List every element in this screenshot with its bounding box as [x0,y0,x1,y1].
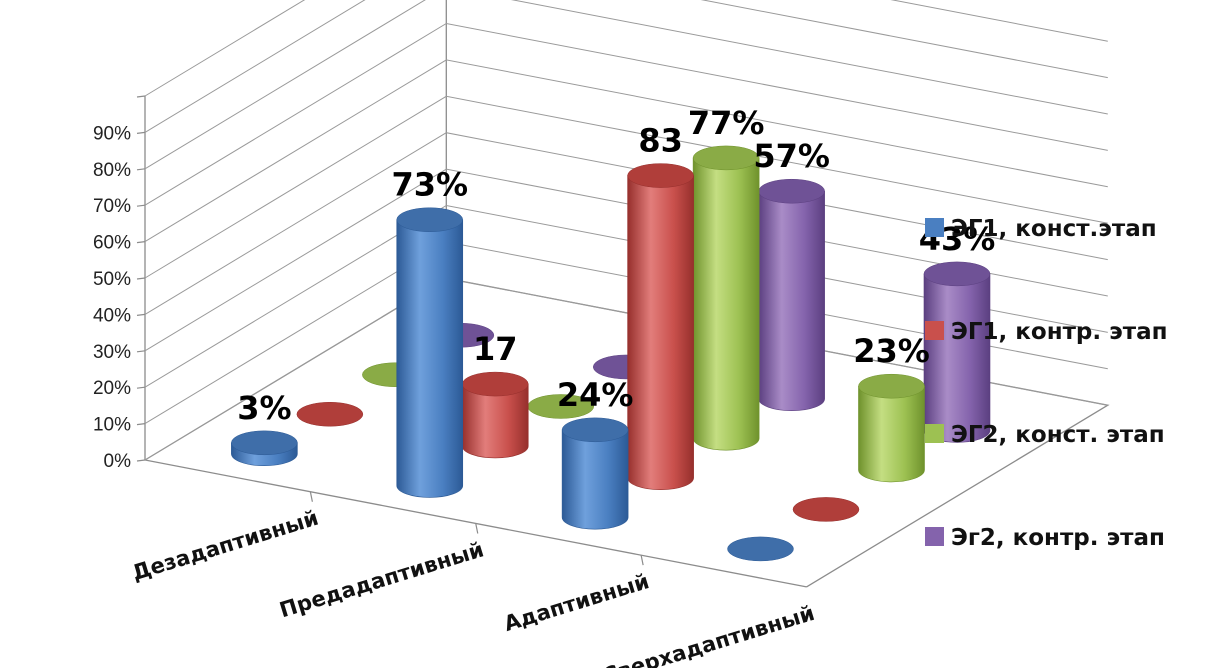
bar-3-3 [923,261,991,443]
category-label: Предадаптивный [277,537,487,622]
y-tick-label: 50% [93,269,131,290]
legend-label: Эг2, контр. этап [951,525,1165,551]
y-tick-mark [136,350,146,353]
y-tick-mark [136,313,146,316]
data-label: 17 [473,330,518,368]
bar-body [561,429,629,530]
y-tick-mark [136,277,146,280]
data-label: 73% [391,166,468,204]
gridline [144,22,1108,206]
y-tick-mark [136,241,146,244]
bar-top [561,417,629,443]
y-tick-label: 40% [93,305,131,326]
y-tick-mark [136,204,146,207]
bar-body [461,383,529,459]
bar-top [461,371,529,397]
bar-top [858,373,925,399]
bars [231,145,991,562]
y-tick-label: 60% [93,233,131,254]
y-tick-label: 10% [93,415,131,436]
gridline [144,0,1108,97]
x-tick-mark [475,523,479,534]
legend-label: ЭГ1, конст.этап [951,216,1157,242]
bar-1-0 [296,401,364,427]
category-label: Адаптивный [501,569,652,636]
bar-0-3 [727,536,794,562]
bar-top [692,145,760,171]
y-tick-label: 0% [104,451,132,472]
legend: ЭГ1, конст.этап ЭГ1, контр. этап ЭГ2, конс… [925,216,1168,551]
data-label: 57% [753,137,830,175]
legend-swatch [925,218,944,237]
bar-1-2 [627,163,694,490]
x-tick-mark [309,491,313,502]
y-tick-label: 70% [93,196,131,217]
y-tick-mark [136,131,146,134]
gridline [144,0,1108,170]
bar-top [231,430,298,456]
gridline [144,95,1108,279]
legend-swatch [925,321,944,340]
data-label: 23% [853,332,930,370]
bar-3-2 [758,178,825,411]
data-label: 77% [688,104,765,142]
bar-top [627,163,694,188]
bar-zero [296,401,364,427]
bar-body [396,219,464,498]
y-tick-mark [136,95,146,98]
bar-0-1 [396,207,464,498]
bar-body [758,190,825,411]
gridline [144,0,1108,133]
data-label: 3% [237,389,291,427]
x-tick-mark [640,555,644,566]
bar-top [396,207,463,232]
bar-2-2 [692,145,760,451]
data-label: 24% [557,376,634,414]
data-label: 83 [638,122,683,160]
bar-zero [727,536,794,562]
bar-top [923,261,991,287]
bar-zero [792,497,860,522]
bar-0-0 [231,430,298,467]
category-label: Сверхадаптивный [600,601,817,668]
legend-label: ЭГ1, контр. этап [951,319,1168,345]
bar-body [627,175,694,490]
bar-1-1 [461,371,529,459]
gridline [144,168,1108,352]
legend-swatch [925,424,944,443]
y-tick-mark [136,386,146,389]
category-label: Дезадаптивный [129,506,321,585]
gridline [144,204,1108,388]
bar-0-2 [561,417,629,530]
legend-label: ЭГ2, конст. этап [951,422,1165,448]
bar-body [923,273,991,443]
gridline [144,132,1108,315]
y-tick-mark [136,459,146,462]
y-tick-mark [136,423,146,426]
gridline [144,59,1108,243]
y-tick-label: 30% [93,342,131,363]
bar-2-3 [858,373,925,483]
y-tick-label: 90% [93,123,131,144]
y-tick-label: 80% [93,160,131,181]
bar-body [858,385,925,483]
bar-1-3 [792,497,860,522]
y-tick-mark [136,168,146,171]
y-tick-label: 20% [93,378,131,399]
y-axis-ticks: 0% 10% 20% 30% 40% 50% 60% 70% 80% 90% [93,123,131,472]
bar-body [692,157,760,451]
legend-swatch [925,527,944,546]
bar-top [758,178,825,204]
